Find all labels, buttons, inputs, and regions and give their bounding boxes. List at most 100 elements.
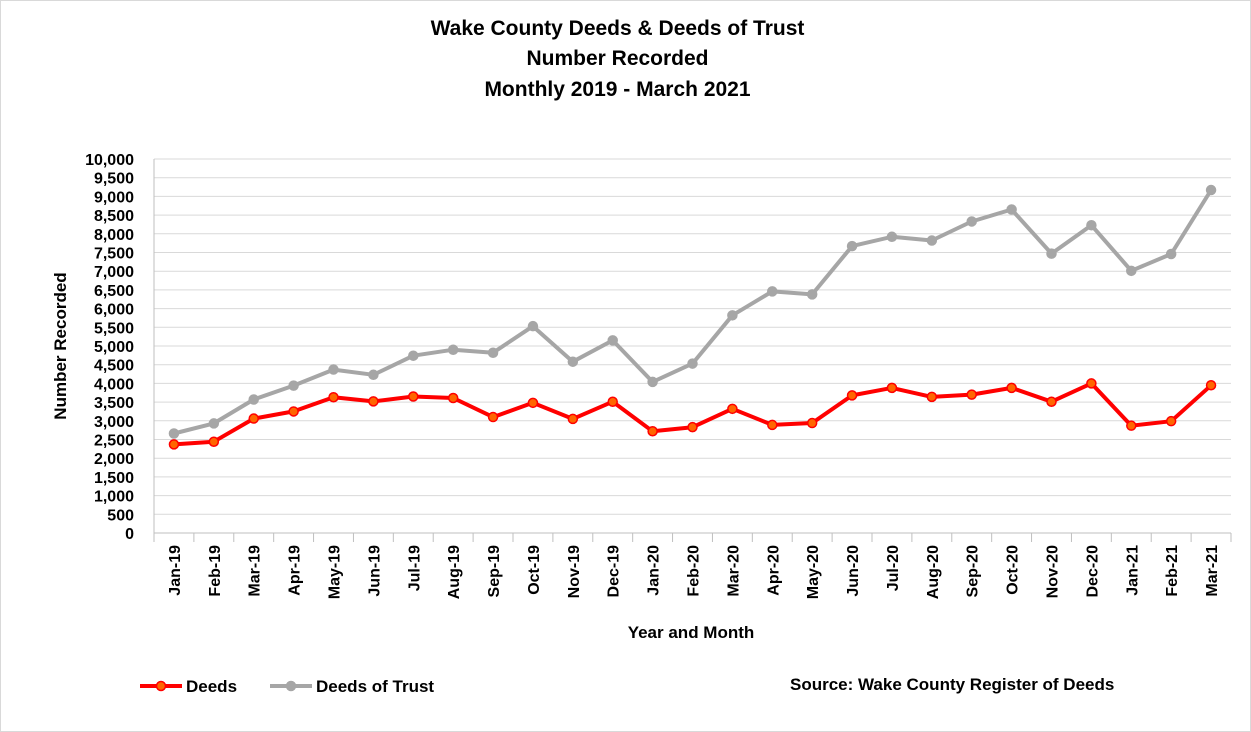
data-point [408,391,419,402]
y-tick-label: 6,000 [94,302,134,319]
x-tick-label: Apr-20 [765,545,782,596]
x-tick-label: Jul-20 [885,545,902,591]
data-point [966,389,977,400]
data-point [1086,219,1097,231]
data-point [926,391,938,403]
y-tick-label: 10,000 [85,152,134,169]
y-tick-label: 3,000 [94,414,134,431]
data-point [806,289,818,300]
chart-title-line-3: Monthly 2019 - March 2021 [484,78,751,101]
data-point [248,413,259,424]
x-tick-label: Dec-19 [606,545,623,598]
data-point [1126,265,1137,277]
x-tick-label: Sep-20 [965,545,982,598]
chart-title-line-1: Wake County Deeds & Deeds of Trust [430,17,805,40]
x-axis-label: Year and Month [628,623,755,642]
data-point [846,390,858,401]
x-tick-label: Feb-20 [686,545,703,597]
data-point [1205,184,1217,196]
data-point [647,376,658,388]
data-point [687,358,698,369]
gridlines [153,158,1232,542]
data-point [408,350,419,361]
data-point [926,235,938,246]
data-point [687,421,698,433]
x-tick-label: May-20 [805,545,822,599]
x-tick-label: Apr-19 [287,545,304,596]
x-tick-label: Feb-19 [207,545,224,597]
data-point [647,426,658,437]
data-point [1165,415,1177,427]
data-point [886,231,898,243]
x-tick-label: Jul-19 [406,545,423,591]
data-point [328,364,339,375]
y-tick-label: 8,500 [94,208,134,225]
data-point [447,392,459,404]
x-tick-label: Aug-20 [925,545,942,599]
legend-swatch-marker [285,680,297,692]
data-point [168,439,180,450]
data-point [527,320,539,332]
data-point [1006,382,1017,394]
legend-label: Deeds [186,677,237,696]
data-point [168,428,180,439]
chart-title-line-2: Number Recorded [526,47,709,70]
data-point [248,394,259,405]
data-point [208,418,220,429]
data-point [487,411,499,423]
data-point [727,310,738,321]
series-line [173,381,1213,447]
x-tick-label: Oct-19 [526,545,543,595]
y-tick-label: 4,000 [94,376,134,393]
data-point [1046,396,1057,407]
x-tick-label: Mar-20 [725,545,742,597]
data-point [447,344,459,355]
data-point [368,369,379,381]
data-point [1006,204,1017,215]
data-point [567,356,579,367]
x-tick-label: Jun-19 [366,545,383,597]
x-tick-label: Sep-19 [486,545,503,598]
data-point [806,417,818,429]
y-tick-label: 2,500 [94,433,134,450]
data-point [527,397,539,409]
y-tick-label: 3,500 [94,395,134,412]
x-tick-label: Aug-19 [446,545,463,599]
x-tick-label: Nov-19 [566,545,583,598]
x-tick-label: Dec-20 [1084,545,1101,598]
y-tick-label: 4,500 [94,358,134,375]
x-tick-label: Oct-20 [1005,545,1022,595]
data-point [288,406,299,417]
x-tick-label: Feb-21 [1164,545,1181,597]
data-point [966,216,977,227]
x-tick-label: Jan-19 [167,545,184,596]
x-tick-labels: Jan-19 Feb-19 Mar-19 Apr-19 May-19 Jun-19 Jul-… [167,545,1221,599]
x-tick-label: May-19 [327,545,344,599]
data-point [607,335,618,346]
y-tick-label: 5,500 [94,320,134,337]
y-tick-label: 8,000 [94,227,134,244]
y-tick-label: 5,000 [94,339,134,356]
source-note: Source: Wake County Register of Deeds [790,675,1115,694]
y-tick-label: 1,500 [94,470,134,487]
x-tick-label: Jun-20 [845,545,862,597]
data-point [1046,248,1057,259]
data-point [368,396,379,407]
x-tick-label: Mar-19 [247,545,264,597]
y-tick-label: 9,000 [94,189,134,206]
data-point [1126,420,1137,431]
y-tick-label: 6,500 [94,283,134,300]
y-tick-label: 7,000 [94,264,134,281]
legend-swatch-marker [155,680,167,692]
y-tick-label: 2,000 [94,451,134,468]
data-point [1165,248,1177,260]
data-point [288,380,299,391]
data-point [607,396,618,407]
data-point [767,419,778,431]
y-tick-label: 500 [107,507,134,524]
series-group [168,184,1217,450]
x-tick-label: Mar-21 [1204,545,1221,597]
x-tick-label: Nov-20 [1045,545,1062,598]
